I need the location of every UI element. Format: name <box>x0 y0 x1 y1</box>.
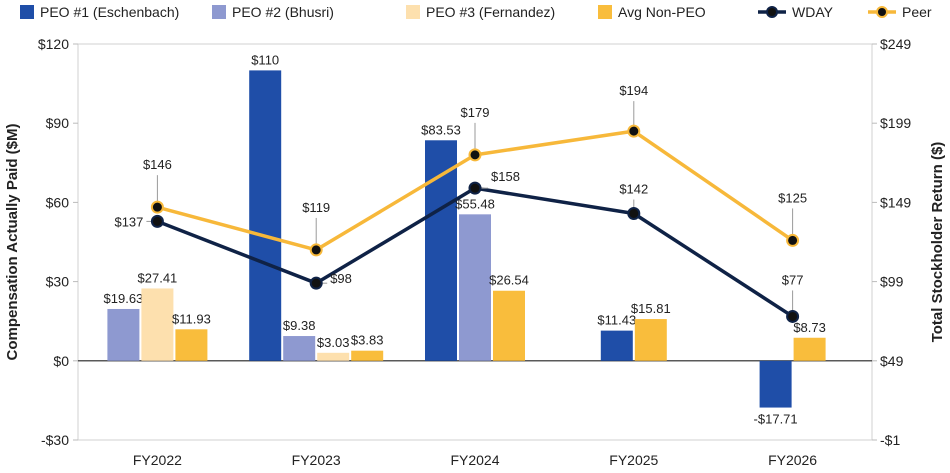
right-tick-label: $99 <box>880 274 904 290</box>
legend-marker <box>766 6 778 18</box>
plot-area-border <box>77 43 873 441</box>
legend-label: Avg Non-PEO <box>618 4 706 20</box>
legend-label: PEO #2 (Bhusri) <box>232 4 334 20</box>
bar-data-label: $26.54 <box>489 273 529 288</box>
bar <box>249 70 282 361</box>
line-marker <box>150 214 164 228</box>
bar-data-label: $8.73 <box>793 320 826 335</box>
x-tick-label: FY2024 <box>450 452 499 468</box>
left-tick-label: $0 <box>53 353 69 369</box>
line-data-label: $119 <box>302 200 330 215</box>
bar <box>600 330 633 361</box>
line-data-label: $77 <box>782 272 804 287</box>
bar <box>759 360 792 408</box>
line-marker <box>786 233 800 247</box>
bar <box>493 290 525 361</box>
bar-data-label: $83.53 <box>421 122 461 137</box>
left-tick-label: $60 <box>46 194 70 210</box>
bar-data-label: $55.48 <box>455 196 495 211</box>
bar <box>634 319 667 361</box>
legend-marker <box>876 6 888 18</box>
right-tick-label: $199 <box>880 115 911 131</box>
line-data-label: $125 <box>778 190 807 205</box>
bar-data-label: $3.03 <box>317 335 350 350</box>
bar <box>283 336 316 361</box>
right-tick-label: $49 <box>880 353 904 369</box>
x-tick-label: FY2026 <box>768 452 817 468</box>
bar-data-label: $110 <box>251 52 279 67</box>
bar <box>351 350 384 361</box>
line-data-label: $98 <box>330 271 352 286</box>
line-marker <box>468 148 482 162</box>
left-tick-label: -$30 <box>41 432 69 448</box>
x-tick-label: FY2025 <box>609 452 658 468</box>
right-tick-label: -$1 <box>880 432 900 448</box>
legend-label: Peer <box>902 4 932 20</box>
legend-label: PEO #1 (Eschenbach) <box>40 4 179 20</box>
bar-data-label: $19.63 <box>104 291 144 306</box>
line-data-label: $194 <box>619 83 648 98</box>
bar-data-label: $27.41 <box>138 270 178 285</box>
x-tick-label: FY2022 <box>133 452 182 468</box>
bar-data-label: $11.43 <box>597 313 636 328</box>
bar <box>107 308 140 361</box>
bar <box>459 214 491 361</box>
line-data-label: $137 <box>114 214 143 229</box>
line-marker <box>309 243 323 257</box>
line-data-label: $158 <box>491 169 520 184</box>
line-marker <box>309 276 323 290</box>
line-marker <box>627 206 641 220</box>
bar <box>141 288 174 361</box>
legend-swatch <box>598 5 612 19</box>
legend-swatch <box>20 5 34 19</box>
line-marker <box>786 309 800 323</box>
line-marker <box>150 200 164 214</box>
x-tick-label: FY2023 <box>292 452 341 468</box>
right-tick-label: $149 <box>880 194 911 210</box>
bar <box>175 329 208 361</box>
line-data-label: $146 <box>143 157 172 172</box>
bar-data-label: $3.83 <box>351 333 384 348</box>
right-tick-label: $249 <box>880 36 911 52</box>
left-tick-label: $120 <box>38 36 69 52</box>
bar <box>317 352 350 361</box>
bar-data-label: $11.93 <box>172 311 211 326</box>
bar-data-label: $15.81 <box>631 301 671 316</box>
left-tick-label: $30 <box>46 274 70 290</box>
left-tick-label: $90 <box>46 115 70 131</box>
bar-data-label: -$17.71 <box>754 412 798 427</box>
bar-data-label: $9.38 <box>283 318 316 333</box>
legend-swatch <box>212 5 226 19</box>
y-axis-title-left: Compensation Actually Paid ($M) <box>4 124 21 361</box>
line-marker <box>627 124 641 138</box>
legend-label: PEO #3 (Fernandez) <box>426 4 555 20</box>
bar <box>793 337 826 361</box>
legend-swatch <box>406 5 420 19</box>
line-data-label: $179 <box>461 105 490 120</box>
legend-label: WDAY <box>792 4 834 20</box>
line-marker <box>468 181 482 195</box>
line-data-label: $142 <box>619 181 648 196</box>
y-axis-title-right: Total Stockholder Return ($) <box>929 142 946 343</box>
